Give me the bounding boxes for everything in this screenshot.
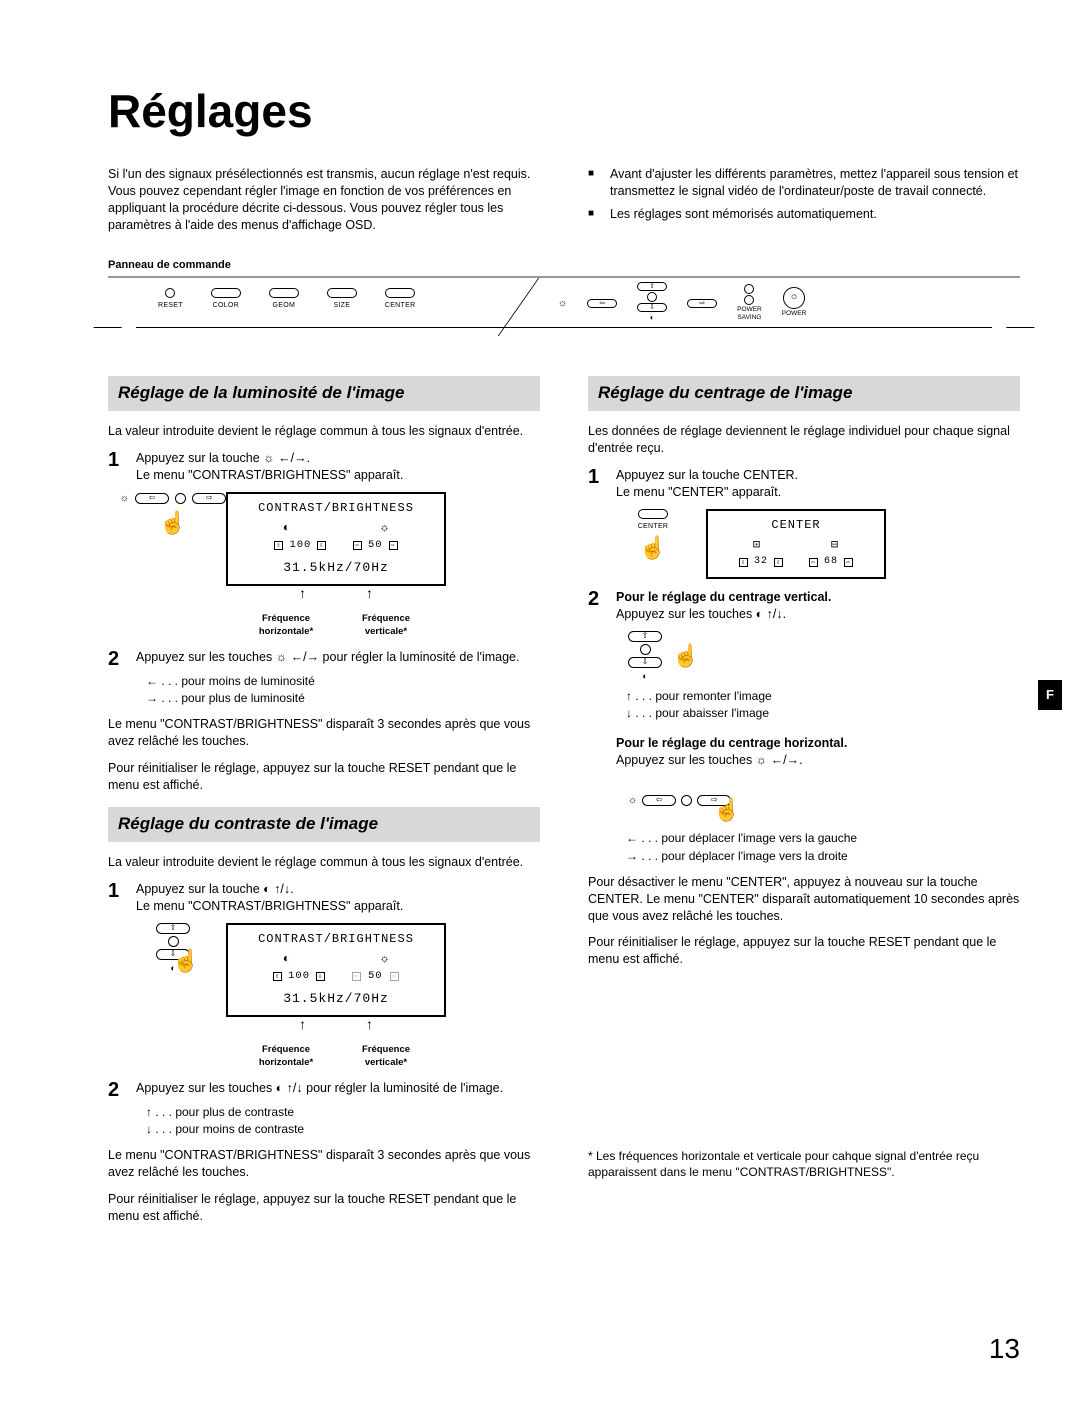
page-number: 13 (989, 1330, 1020, 1368)
contrast-more: ↑ . . . pour plus de contraste (146, 1104, 540, 1120)
center-down: ↓ . . . pour abaisser l'image (626, 705, 1020, 721)
cp-center-button: CENTER (385, 288, 416, 310)
center-disappear: Pour désactiver le menu "CENTER", appuye… (588, 874, 1020, 925)
contrast-disappear: Le menu "CONTRAST/BRIGHTNESS" disparaît … (108, 1147, 540, 1181)
contrast-step2: Appuyez sur les touches ◐ ↑/↓ pour régle… (136, 1080, 540, 1100)
center-press-icon: CENTER ☝ (618, 509, 688, 563)
center-right: → . . . pour déplacer l'image vers la dr… (626, 848, 1020, 864)
language-tab: F (1038, 680, 1062, 710)
brightness-disappear: Le menu "CONTRAST/BRIGHTNESS" disparaît … (108, 716, 540, 750)
panel-label: Panneau de commande (108, 258, 1020, 273)
step-1-num: 1 (108, 450, 126, 484)
contrast-osd: CONTRAST/BRIGHTNESS ◐☼ ⇧ 100 ⇩ ⇦ 50 ⇨ 31… (226, 923, 446, 1017)
brightness-press-icon: ☼⇦⇨ ☝ (138, 492, 208, 537)
cp-color-button: COLOR (211, 288, 241, 310)
footnote: * Les fréquences horizontale et vertical… (588, 1148, 1020, 1180)
intro-left: Si l'un des signaux présélectionnés est … (108, 166, 540, 234)
center-vertical-icon: ⇧ ⇩ ◐ ☝ (628, 631, 1020, 682)
brightness-step2: Appuyez sur les touches ☼ ←/→ pour régle… (136, 649, 540, 669)
brightness-step1: Appuyez sur la touche ☼ ←/→. (136, 451, 310, 465)
brightness-intro: La valeur introduite devient le réglage … (108, 423, 540, 440)
brightness-heading: Réglage de la luminosité de l'image (108, 376, 540, 411)
contrast-less: ↓ . . . pour moins de contraste (146, 1121, 540, 1137)
contrast-press-icon: ⇧ ⇩ ◐ ☝ (138, 923, 208, 976)
center-horizontal-icon: ☼⇦⇨ ☝ (628, 777, 1020, 825)
intro-bullet-1: Avant d'ajuster les différents paramètre… (588, 166, 1020, 200)
brightness-osd: CONTRAST/BRIGHTNESS ◐☼ ⇧ 100 ⇩ ⇦ 50 ⇨ 31… (226, 492, 446, 586)
center-osd: CENTER ⊡⊟ ⇧ 32 ⇩ ⇦ 68 ⇨ (706, 509, 886, 579)
cp-size-button: SIZE (327, 288, 357, 310)
center-step1: Appuyez sur la touche CENTER. (616, 468, 798, 482)
intro-bullet-2: Les réglages sont mémorisés automatiquem… (588, 206, 1020, 223)
contrast-step1b: Le menu "CONTRAST/BRIGHTNESS" apparaît. (136, 899, 403, 913)
center-up: ↑ . . . pour remonter l'image (626, 688, 1020, 704)
center-h-bold: Pour le réglage du centrage horizontal. (616, 736, 847, 750)
center-step2-bold: Pour le réglage du centrage vertical. (616, 590, 831, 604)
page-title: Réglages (108, 80, 1020, 142)
freq-h-label: Fréquence horizontale* (251, 613, 321, 639)
contrast-reset: Pour réinitialiser le réglage, appuyez s… (108, 1191, 540, 1225)
step-2-num: 2 (108, 649, 126, 669)
center-left: ← . . . pour déplacer l'image vers la ga… (626, 830, 1020, 846)
contrast-heading: Réglage du contraste de l'image (108, 807, 540, 842)
freq-v-label: Fréquence verticale* (351, 613, 421, 639)
control-panel-diagram: RESET COLOR GEOM SIZE CENTER ☼ ⇦ ⇧ ⇩ ◐ ⇨… (108, 276, 1020, 340)
brightness-less: ← . . . pour moins de luminosité (146, 673, 540, 689)
center-reset: Pour réinitialiser le réglage, appuyez s… (588, 934, 1020, 968)
cp-geom-button: GEOM (269, 288, 299, 310)
center-heading: Réglage du centrage de l'image (588, 376, 1020, 411)
center-step2: Appuyez sur les touches ◐ ↑/↓. (616, 607, 786, 621)
cp-power-button: ⏻POWER (782, 287, 807, 319)
cp-reset-button: RESET (158, 288, 183, 310)
contrast-intro: La valeur introduite devient le réglage … (108, 854, 540, 871)
contrast-step1: Appuyez sur la touche ◐ ↑/↓. (136, 882, 294, 896)
brightness-step1b: Le menu "CONTRAST/BRIGHTNESS" apparaît. (136, 468, 403, 482)
center-step1b: Le menu "CENTER" apparaît. (616, 485, 781, 499)
brightness-more: → . . . pour plus de luminosité (146, 690, 540, 706)
center-intro: Les données de réglage deviennent le rég… (588, 423, 1020, 457)
center-h-text: Appuyez sur les touches ☼ ←/→. (616, 753, 803, 767)
brightness-reset: Pour réinitialiser le réglage, appuyez s… (108, 760, 540, 794)
